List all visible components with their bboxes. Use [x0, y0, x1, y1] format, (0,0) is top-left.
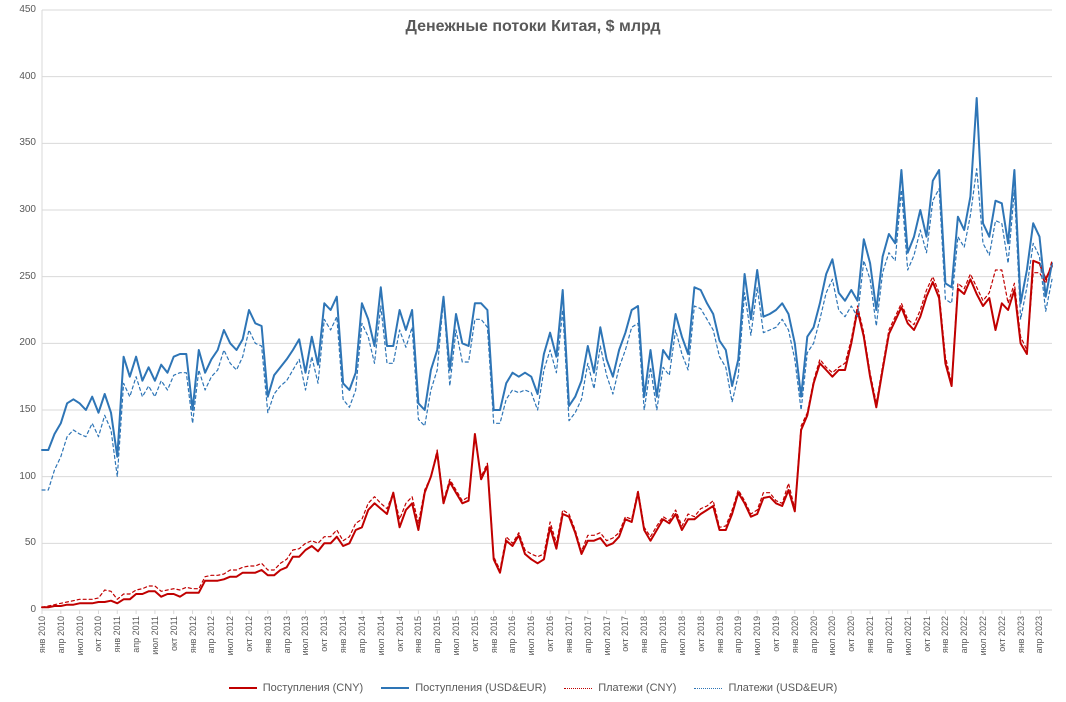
chart-container: Денежные потоки Китая, $ млрд 0501001502…	[0, 0, 1066, 702]
legend-label: Поступления (CNY)	[263, 682, 363, 694]
legend-swatch	[694, 688, 722, 689]
legend-label: Поступления (USD&EUR)	[415, 682, 546, 694]
legend-swatch	[564, 688, 592, 689]
legend-label: Платежи (CNY)	[598, 682, 676, 694]
legend-item: Поступления (USD&EUR)	[381, 682, 546, 694]
legend-item: Поступления (CNY)	[229, 682, 363, 694]
legend: Поступления (CNY) Поступления (USD&EUR) …	[0, 682, 1066, 694]
legend-item: Платежи (CNY)	[564, 682, 676, 694]
legend-label: Платежи (USD&EUR)	[728, 682, 837, 694]
legend-swatch	[381, 687, 409, 689]
chart-svg	[0, 0, 1066, 702]
legend-item: Платежи (USD&EUR)	[694, 682, 837, 694]
legend-swatch	[229, 687, 257, 689]
